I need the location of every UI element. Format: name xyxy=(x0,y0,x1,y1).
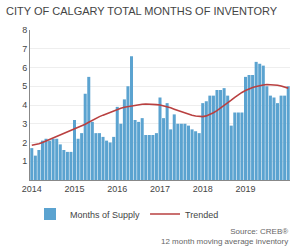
svg-text:7: 7 xyxy=(22,44,27,54)
svg-text:2014: 2014 xyxy=(22,184,42,194)
svg-text:5: 5 xyxy=(22,81,27,91)
svg-text:CITY OF CALGARY TOTAL MONTHS O: CITY OF CALGARY TOTAL MONTHS OF INVENTOR… xyxy=(6,5,278,17)
svg-text:6: 6 xyxy=(22,63,27,73)
svg-text:2017: 2017 xyxy=(150,184,170,194)
svg-text:Trended: Trended xyxy=(185,210,218,220)
svg-text:2015: 2015 xyxy=(65,184,85,194)
svg-text:1: 1 xyxy=(22,156,27,166)
svg-text:3: 3 xyxy=(22,119,27,129)
svg-text:2016: 2016 xyxy=(107,184,127,194)
svg-text:Months of Supply: Months of Supply xyxy=(70,210,140,220)
svg-text:2: 2 xyxy=(22,138,27,148)
svg-text:8: 8 xyxy=(22,25,27,35)
svg-text:Source: CREB®12 month moving a: Source: CREB®12 month moving average inv… xyxy=(161,227,288,246)
svg-text:2019: 2019 xyxy=(235,184,255,194)
svg-text:4: 4 xyxy=(22,100,27,110)
svg-text:2018: 2018 xyxy=(193,184,213,194)
